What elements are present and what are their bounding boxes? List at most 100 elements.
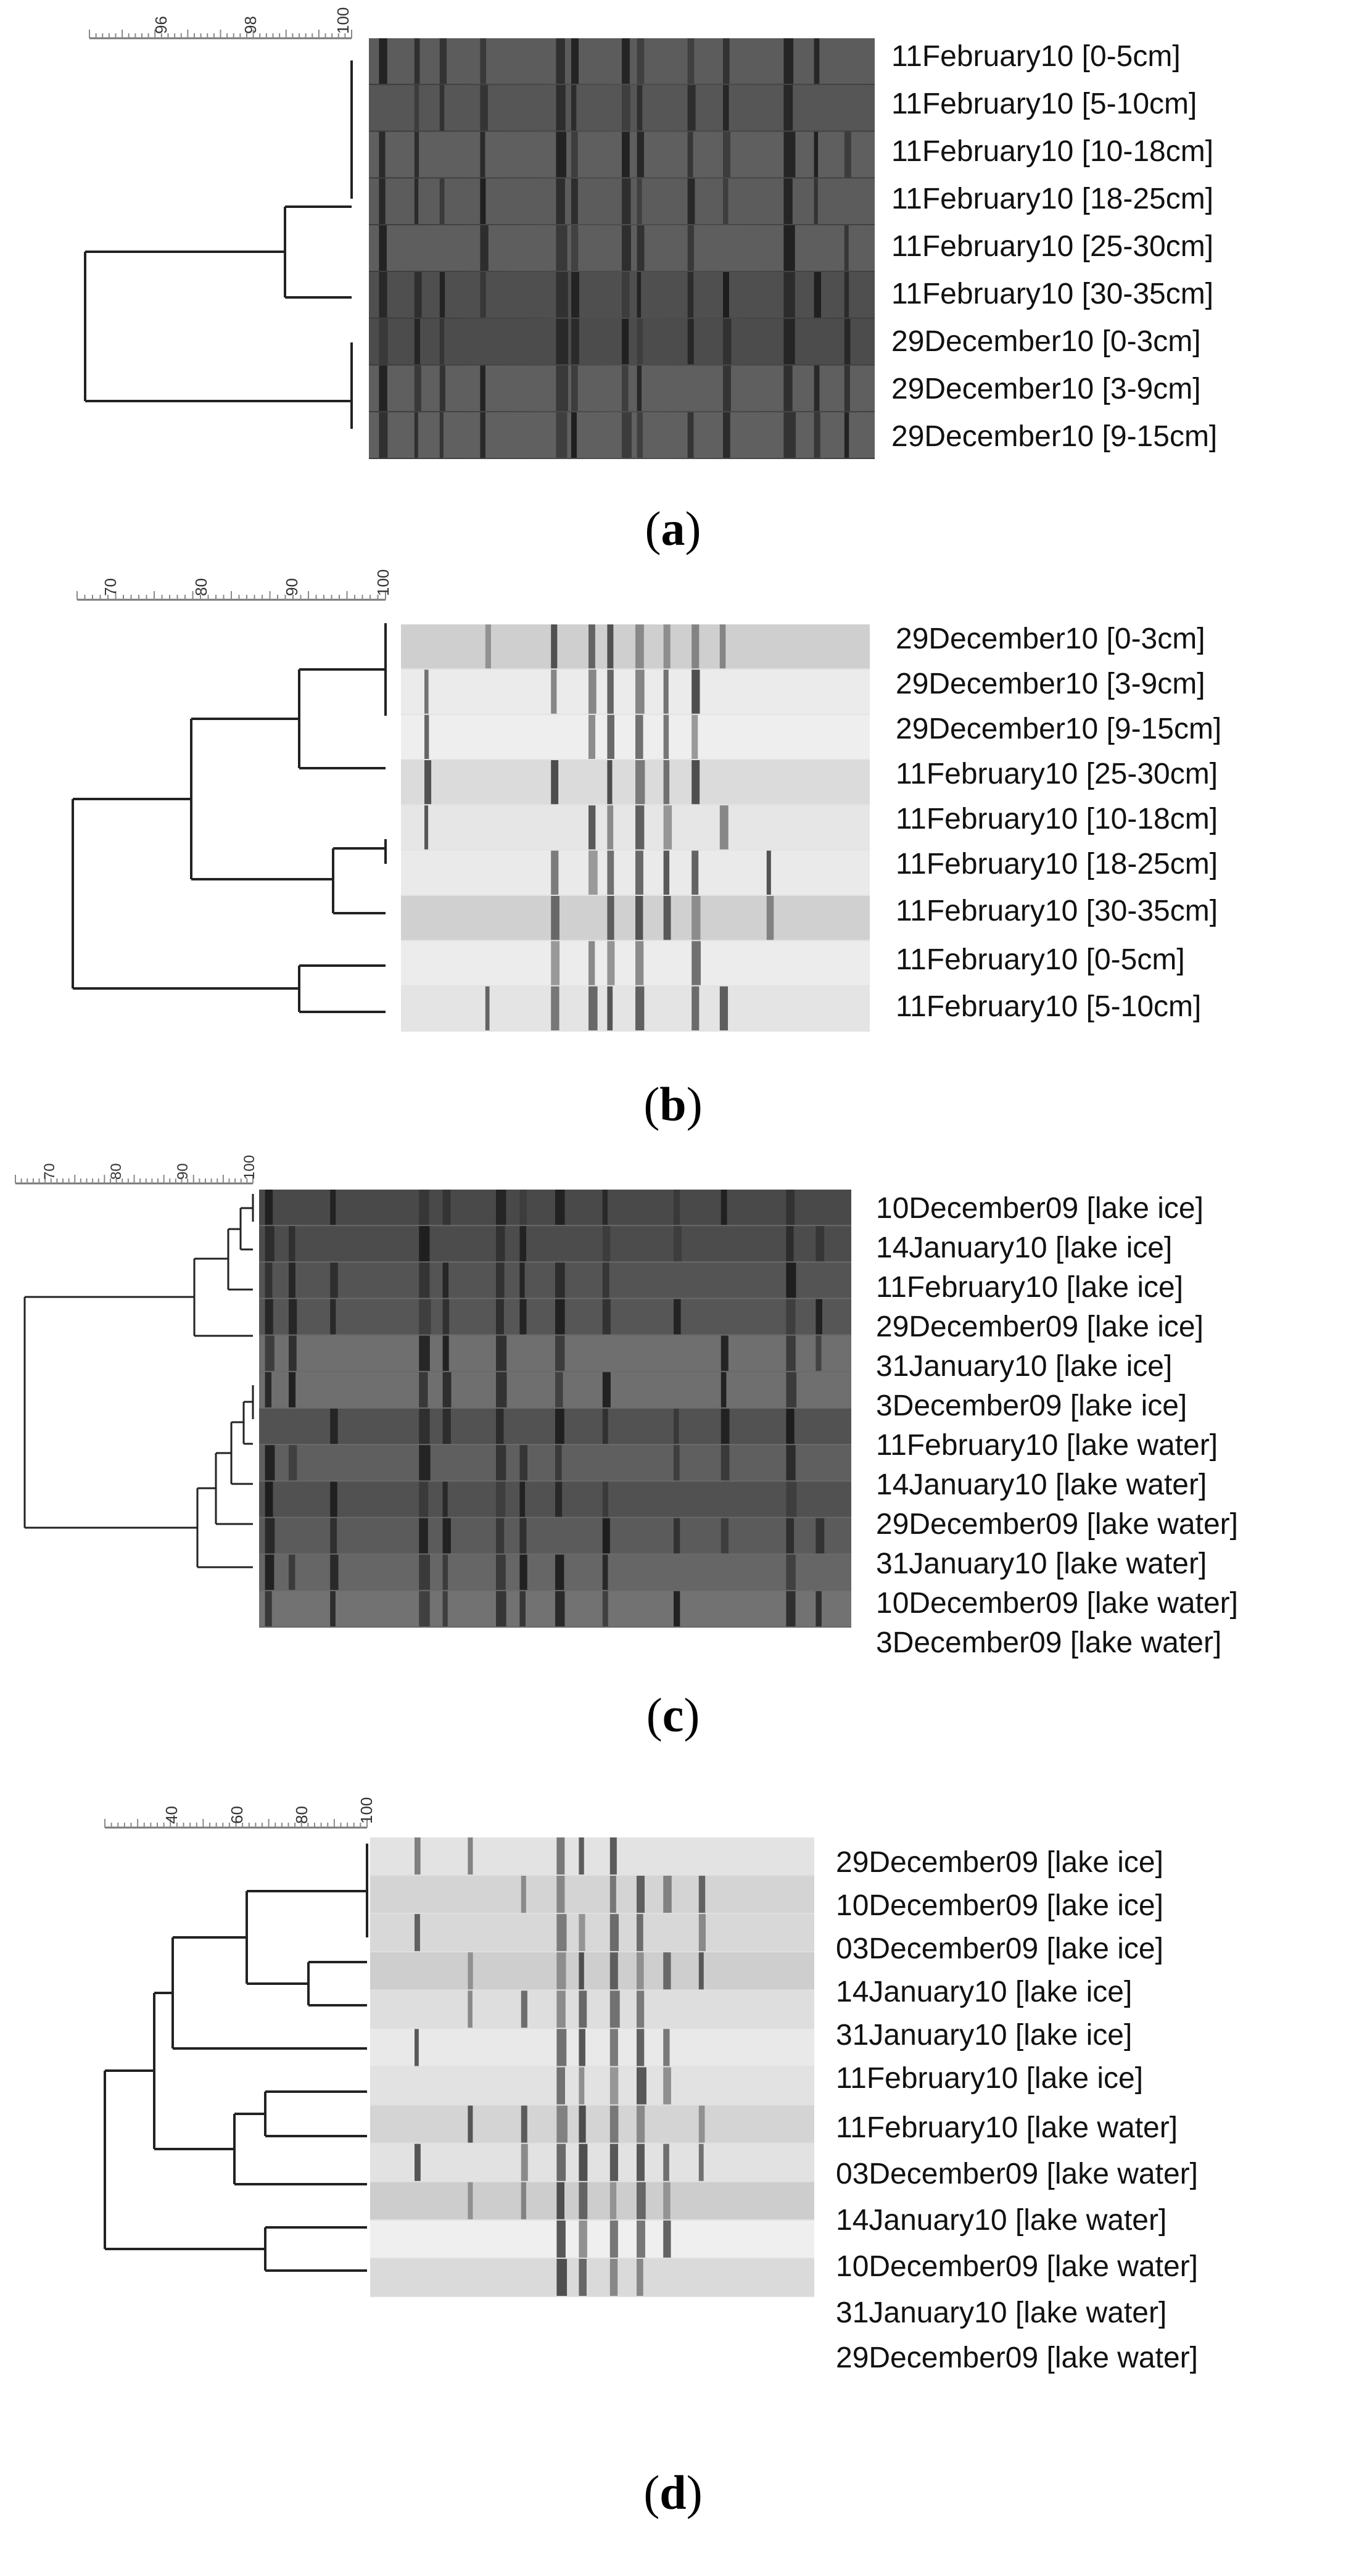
gel-band [609, 2143, 619, 2181]
gel-band [485, 624, 491, 669]
gel-band [635, 714, 643, 759]
gel-band [687, 131, 693, 178]
scale-tick-label: 100 [241, 1155, 258, 1180]
gel-band [783, 38, 794, 84]
gel-band [521, 1876, 526, 1913]
lane-label: 14January10 [lake water] [876, 1468, 1207, 1501]
gel-band [609, 2182, 617, 2219]
gel-band [419, 1591, 430, 1626]
gel-band [674, 1190, 680, 1225]
gel-band [635, 805, 645, 850]
gel-band [723, 318, 732, 365]
gel-band [663, 669, 669, 714]
gel-band [289, 1299, 297, 1335]
gel-band [607, 714, 614, 759]
gel-band [814, 412, 820, 458]
gel-band [519, 1481, 526, 1517]
gel-band [687, 271, 694, 318]
gel-band [521, 1990, 527, 2028]
gel-band [419, 1445, 431, 1481]
scale-tick-label: 60 [228, 1806, 246, 1824]
gel-band [637, 225, 645, 271]
gel-band [637, 1914, 643, 1952]
lane-label: 11February10 [lake water] [836, 2111, 1178, 2144]
gel-band [556, 271, 568, 318]
gel-band [663, 760, 670, 805]
gel-band [635, 941, 644, 985]
gel-band [379, 412, 388, 458]
gel-band [555, 1554, 564, 1590]
gel-band [571, 271, 579, 318]
gel-band [379, 178, 386, 225]
gel-band [609, 2067, 619, 2105]
scale-tick-label: 80 [192, 578, 210, 596]
gel-band [663, 714, 669, 759]
gel-band [692, 669, 700, 714]
gel-band [663, 2029, 670, 2066]
gel-lane [370, 2029, 814, 2066]
gel-band [496, 1518, 505, 1554]
gel-band [289, 1226, 295, 1262]
gel-band [844, 318, 851, 365]
panel-b: 70 80 90 100 [0, 568, 1346, 1148]
gel-band [555, 1262, 565, 1298]
gel-band [551, 896, 559, 940]
lane-label: 29December10 [0-3cm] [891, 325, 1201, 358]
gel-band [556, 1837, 565, 1875]
gel-band [663, 896, 671, 940]
gel-band [637, 1990, 645, 2028]
gel-band [786, 1226, 794, 1262]
gel-band [556, 1914, 567, 1952]
gel-band [556, 38, 565, 84]
gel-band [555, 1299, 565, 1335]
gel-band [414, 365, 421, 412]
gel-band [607, 669, 614, 714]
lane-label: 11February10 [25-30cm] [896, 758, 1218, 790]
gel-band [786, 1445, 796, 1481]
gel-band [588, 941, 595, 985]
gel-band [637, 2029, 645, 2066]
gel-band [419, 1481, 429, 1517]
gel-band [415, 2029, 419, 2066]
gel-band [496, 1372, 507, 1407]
lane-label: 11February10 [30-35cm] [891, 278, 1214, 310]
gel-band [687, 412, 694, 458]
gel-band [723, 178, 729, 225]
gel-band [556, 2105, 568, 2143]
gel-band [468, 1952, 473, 1990]
gel-band [622, 131, 630, 178]
gel-band [622, 178, 631, 225]
gel-band [692, 896, 701, 940]
gel-band [609, 1990, 620, 2028]
gel-band [521, 2143, 528, 2181]
dendrogram [23, 1194, 254, 1568]
lane-label: 03December09 [lake water] [836, 2158, 1198, 2190]
gel-band [496, 1591, 506, 1626]
gel-band [637, 2258, 643, 2296]
gel-band [698, 1914, 706, 1952]
gel-band [289, 1372, 296, 1407]
gel-band [637, 2182, 646, 2219]
gel-band [698, 1952, 704, 1990]
panel-a-graphics: 96 98 100 [84, 7, 875, 459]
gel-band [571, 131, 578, 178]
gel-band [786, 1372, 797, 1407]
gel-band [571, 178, 578, 225]
lane-label: 14January10 [lake water] [836, 2204, 1167, 2237]
gel-lane [370, 1914, 814, 1952]
gel-band [379, 271, 387, 318]
gel-band [607, 986, 613, 1030]
gel-band [579, 1952, 584, 1990]
gel-band [609, 1837, 617, 1875]
lane-label: 11February10 [10-18cm] [896, 803, 1218, 835]
gel-band [555, 1190, 565, 1225]
gel-band [786, 1409, 795, 1444]
gel-band [439, 412, 444, 458]
panel-d-graphics: 40 60 80 100 [104, 1797, 814, 2297]
gel-band [485, 986, 490, 1030]
gel-band [602, 1591, 608, 1626]
gel-band [415, 1914, 420, 1952]
gel-band [622, 38, 630, 84]
gel-band [783, 271, 795, 318]
gel-band [265, 1372, 272, 1407]
